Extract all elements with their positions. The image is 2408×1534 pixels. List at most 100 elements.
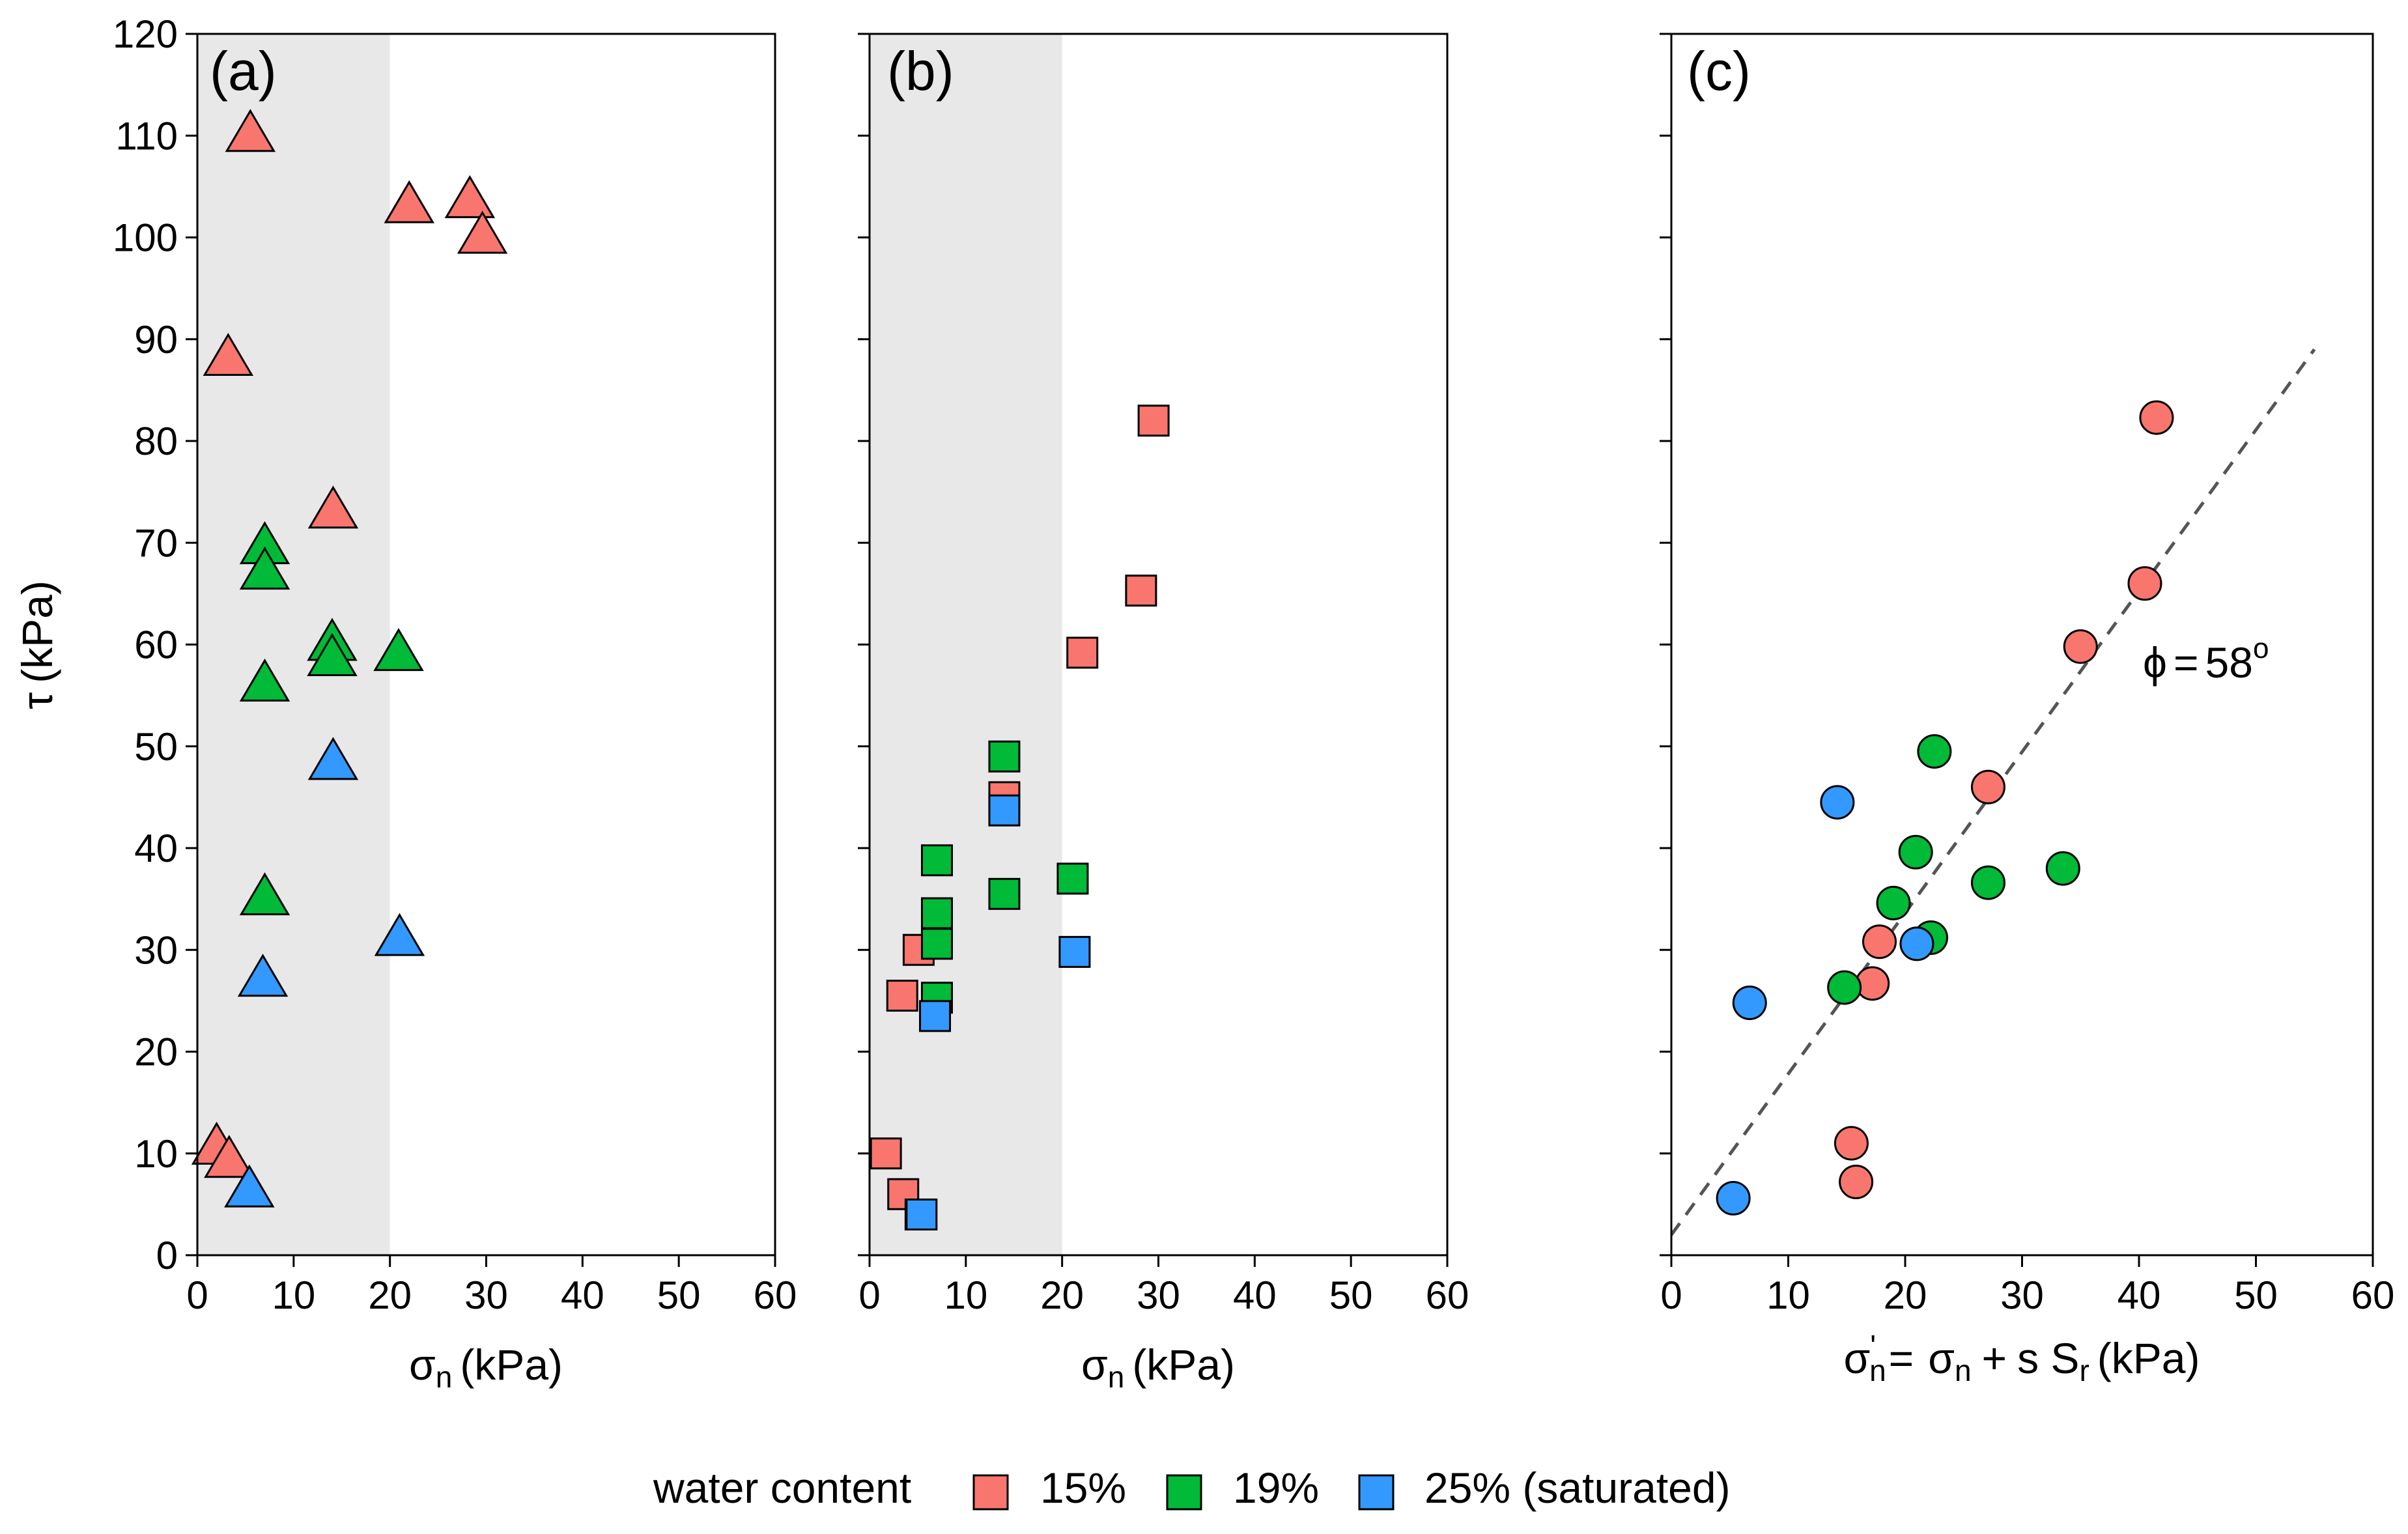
point-square-19pct (920, 844, 953, 877)
panel-a-x-axis-title: σn (kPa) (409, 1341, 563, 1394)
point-triangle-25pct (237, 954, 289, 997)
point-circle-15pct (1834, 1126, 1869, 1161)
phi-value: 58 (2205, 638, 2253, 687)
point-triangle-25pct (374, 913, 425, 956)
x-unit: (kPa) (1132, 1341, 1235, 1389)
point-square-15pct (870, 1137, 902, 1170)
point-square-25pct (919, 1000, 952, 1032)
legend-label-15: 15% (1040, 1464, 1126, 1512)
point-circle-25pct (1820, 785, 1855, 820)
panel-b-tag: (b) (887, 40, 954, 102)
panel-c-points (1716, 400, 2174, 1215)
phi-equals: = (2174, 638, 2199, 687)
x-subscript: n (1108, 1360, 1125, 1394)
y-axis-title: τ (kPa) (13, 580, 61, 709)
point-triangle-19pct (373, 628, 424, 672)
panel-a-points (191, 109, 508, 1208)
point-square-19pct (988, 877, 1021, 910)
panel-c-background (1671, 34, 2373, 1255)
point-square-15pct (1137, 405, 1170, 437)
x-tick-label: 40 (1233, 1273, 1277, 1317)
point-triangle-15pct (204, 1135, 255, 1178)
y-tick-label: 10 (134, 1132, 178, 1176)
point-triangle-19pct (239, 872, 290, 916)
x-equals: = (1889, 1334, 1914, 1382)
x-tick-label: 30 (2000, 1273, 2044, 1317)
x-tick-label: 10 (1766, 1273, 1810, 1317)
point-circle-19pct (1827, 970, 1862, 1005)
panel-b-shaded-region (870, 34, 1062, 1255)
point-square-19pct (920, 928, 953, 960)
x-sr-subscript: r (2079, 1354, 2089, 1387)
point-square-25pct (1058, 935, 1091, 968)
point-circle-19pct (1898, 834, 1933, 870)
x-tick-label: 20 (1884, 1273, 1927, 1317)
panel-b-x-axis-title: σn (kPa) (1081, 1341, 1235, 1394)
x-tick-label: 40 (2118, 1273, 2161, 1317)
x-tick-label: 0 (186, 1273, 208, 1317)
point-triangle-15pct (225, 109, 276, 152)
x-suction-term: s S (2017, 1334, 2079, 1382)
x-tick-label: 60 (2351, 1273, 2395, 1317)
y-symbol: τ (13, 692, 61, 709)
y-unit: (kPa) (13, 580, 61, 683)
point-triangle-19pct (307, 632, 358, 676)
x-tick-label: 20 (1040, 1273, 1084, 1317)
legend-label-19: 19% (1233, 1464, 1319, 1512)
y-tick-label: 30 (134, 928, 178, 972)
panel-b: (b) 0 10 20 30 40 50 60 σn (kPa) (858, 33, 1469, 1394)
y-tick-label: 90 (134, 318, 178, 362)
point-triangle-15pct (457, 210, 508, 254)
point-circle-15pct (1862, 924, 1897, 959)
point-triangle-15pct (307, 485, 359, 529)
legend-swatch-25 (1358, 1474, 1395, 1511)
x-symbol: σ (409, 1341, 436, 1389)
x-tick-label: 0 (858, 1273, 880, 1317)
x-unit: (kPa) (2097, 1334, 2200, 1382)
x-sigma-subscript: n (1955, 1354, 1972, 1387)
x-tick-label: 30 (1137, 1273, 1180, 1317)
panel-c-x-axis-title: σ' n= σn + s Sr (kPa) (1844, 1329, 2200, 1387)
x-symbol: σ (1081, 1341, 1108, 1389)
point-circle-15pct (2127, 566, 2162, 601)
x-tick-label: 0 (1660, 1273, 1682, 1317)
point-square-19pct (988, 740, 1021, 773)
x-unit: (kPa) (460, 1341, 563, 1389)
y-tick-label: 110 (115, 114, 178, 158)
point-triangle-19pct (239, 547, 290, 590)
point-circle-15pct (1839, 1165, 1874, 1199)
legend-swatch-19 (1166, 1474, 1202, 1511)
panel-b-points (870, 405, 1170, 1230)
panel-a: (a) 0 10 20 30 40 50 60 70 80 90 100 110 120 0 10 20 30… (113, 12, 797, 1394)
legend-label-25: 25% (saturated) (1424, 1464, 1731, 1512)
legend: water content 15% 19% 25% (saturated) (653, 1464, 1731, 1512)
x-tick-label: 60 (754, 1273, 797, 1317)
y-tick-label: 20 (134, 1030, 178, 1074)
point-triangle-19pct (239, 659, 290, 702)
y-tick-label: 100 (113, 216, 178, 260)
x-tick-label: 10 (272, 1273, 315, 1317)
phi-degree: o (2253, 632, 2269, 664)
point-circle-15pct (2139, 400, 2174, 435)
legend-swatch-15 (972, 1474, 1009, 1511)
point-square-19pct (920, 897, 953, 930)
panel-b-y-ticks (858, 33, 870, 1257)
phi-symbol: ϕ (2143, 638, 2167, 687)
x-tick-label: 30 (464, 1273, 508, 1317)
point-circle-19pct (2045, 851, 2080, 886)
point-circle-15pct (1970, 769, 2005, 804)
point-circle-19pct (1917, 734, 1952, 769)
panel-a-shaded-region (197, 34, 390, 1255)
panel-a-x-ticks: 0 10 20 30 40 50 60 (186, 1255, 797, 1317)
point-circle-25pct (1716, 1181, 1751, 1215)
point-circle-15pct (2063, 629, 2098, 664)
legend-title: water content (653, 1464, 911, 1512)
phi-annotation: ϕ = 58o (2143, 632, 2269, 687)
x-tick-label: 10 (944, 1273, 987, 1317)
x-tick-label: 50 (657, 1273, 701, 1317)
x-lhs-prime: ' (1870, 1329, 1876, 1363)
y-tick-label: 50 (134, 725, 178, 769)
point-triangle-25pct (224, 1164, 275, 1208)
point-circle-25pct (1732, 986, 1767, 1020)
